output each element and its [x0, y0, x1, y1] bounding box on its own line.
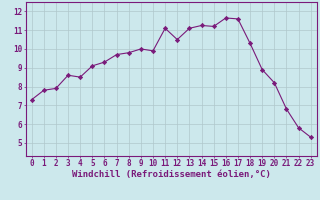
X-axis label: Windchill (Refroidissement éolien,°C): Windchill (Refroidissement éolien,°C) [72, 170, 271, 179]
